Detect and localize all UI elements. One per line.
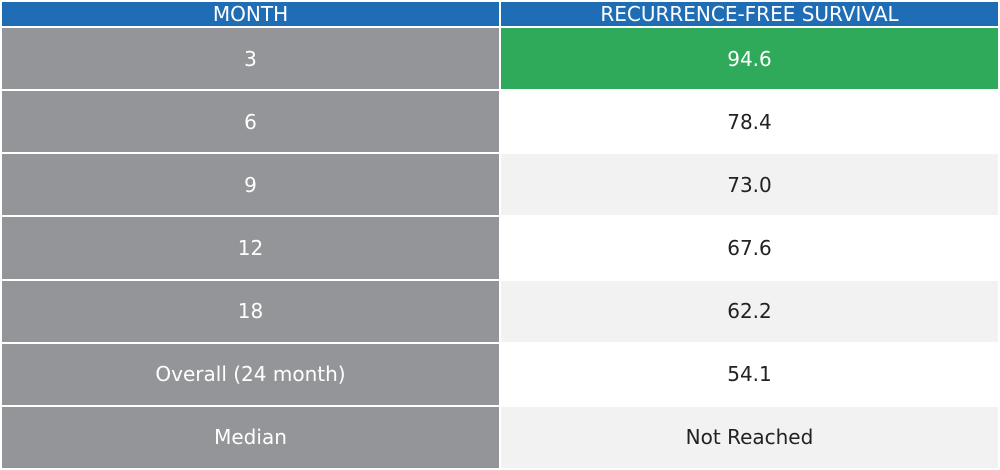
month-cell: 9 [0, 152, 501, 218]
header-row: MONTH RECURRENCE-FREE SURVIVAL [0, 0, 1000, 28]
value-cell: 67.6 [499, 215, 1000, 281]
month-cell: 6 [0, 89, 501, 155]
month-cell: 12 [0, 215, 501, 281]
header-cell: MONTH [0, 0, 501, 28]
header-cell: RECURRENCE-FREE SURVIVAL [499, 0, 1000, 28]
value-cell: 78.4 [499, 89, 1000, 155]
table-row: 3 94.6 [0, 25, 1000, 92]
table-row: 6 78.4 [0, 89, 1000, 155]
value-cell: Not Reached [499, 404, 1000, 470]
month-cell: Overall (24 month) [0, 341, 501, 407]
table-row: Overall (24 month) 54.1 [0, 341, 1000, 407]
table-body: 3 94.6 6 78.4 9 73.0 12 67.6 18 62.2 Overall (24 m… [0, 25, 1000, 470]
month-cell: 18 [0, 278, 501, 344]
table-row: 9 73.0 [0, 152, 1000, 218]
value-cell: 54.1 [499, 341, 1000, 407]
value-cell: 94.6 [499, 25, 1000, 92]
value-cell: 73.0 [499, 152, 1000, 218]
table-row: Median Not Reached [0, 404, 1000, 470]
table-row: 18 62.2 [0, 278, 1000, 344]
table-header: MONTH RECURRENCE-FREE SURVIVAL [0, 0, 1000, 28]
table-row: 12 67.6 [0, 215, 1000, 281]
value-cell: 62.2 [499, 278, 1000, 344]
month-cell: Median [0, 404, 501, 470]
month-cell: 3 [0, 25, 501, 92]
